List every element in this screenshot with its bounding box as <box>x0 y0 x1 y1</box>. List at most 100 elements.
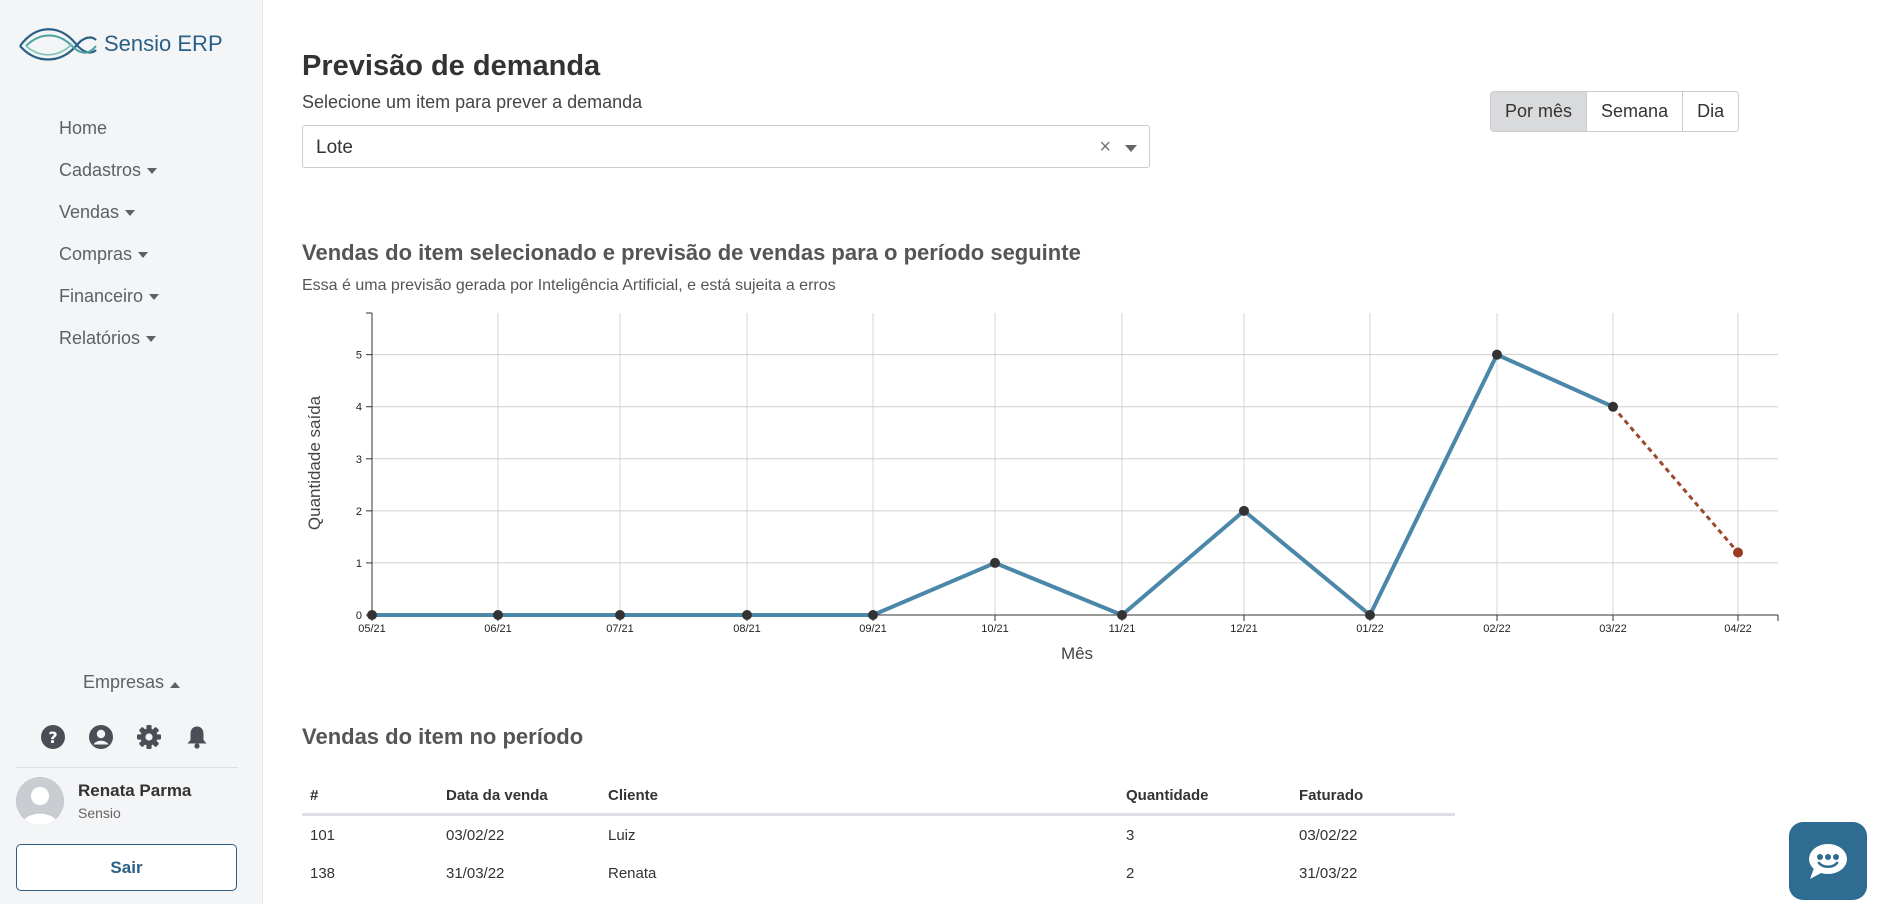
nav-item-label: Financeiro <box>59 286 144 306</box>
period-toggle: Por mês Semana Dia <box>1490 91 1740 132</box>
x-tick-label: 11/21 <box>1109 623 1136 635</box>
clear-icon[interactable]: × <box>1099 136 1111 158</box>
y-tick-label: 4 <box>356 402 362 414</box>
user-org: Sensio <box>78 805 121 821</box>
company-menu[interactable]: Empresas <box>0 672 263 693</box>
chat-bubble-icon <box>1809 844 1847 879</box>
chevron-down-icon[interactable] <box>1125 145 1137 152</box>
chart-grid <box>371 313 1778 616</box>
x-tick-label: 07/21 <box>606 623 634 635</box>
data-point <box>1117 610 1127 620</box>
nav-item-financeiro[interactable]: Financeiro <box>59 275 160 317</box>
y-tick-label: 0 <box>356 610 362 622</box>
chart-subtitle: Essa é uma previsão gerada por Inteligên… <box>302 277 836 294</box>
nav-item-label: Cadastros <box>59 160 142 180</box>
x-axis-label: Mês <box>1061 644 1093 663</box>
y-axis-label: Quantidade saída <box>305 395 324 530</box>
sales-table: # Data da venda Cliente Quantidade Fatur… <box>302 778 1455 892</box>
bell-icon[interactable] <box>184 724 210 750</box>
table-cell: 31/03/22 <box>1299 864 1358 882</box>
chat-button[interactable] <box>1789 822 1867 900</box>
demand-line-chart: 0 1 2 3 4 5 05/21 06/21 07/21 08/21 09/21 10/21 11/2… <box>305 312 1779 663</box>
sidebar: Sensio ERP Home Cadastros Vendas Compras… <box>0 0 263 904</box>
column-header[interactable]: Data da venda <box>446 787 548 804</box>
caret-down-icon <box>138 252 149 258</box>
svg-text:?: ? <box>48 728 57 747</box>
main-nav: Home Cadastros Vendas Compras Financeiro… <box>59 107 160 359</box>
table-title: Vendas do item no período <box>302 724 584 749</box>
table-row[interactable]: 101 03/02/22 Luiz 3 03/02/22 <box>302 816 1455 854</box>
data-point <box>1239 505 1249 516</box>
period-week-button[interactable]: Semana <box>1587 92 1684 131</box>
forecast-point <box>1733 547 1743 558</box>
nav-item-vendas[interactable]: Vendas <box>59 191 159 233</box>
table-cell: Renata <box>608 864 657 882</box>
gear-icon[interactable] <box>136 724 162 750</box>
x-tick-label: 10/21 <box>981 623 1009 635</box>
data-point <box>1608 401 1618 412</box>
x-tick-label: 03/22 <box>1599 623 1627 635</box>
sidebar-divider <box>16 767 238 768</box>
logout-button[interactable]: Sair <box>16 844 237 891</box>
page-title: Previsão de demanda <box>302 50 601 82</box>
y-tick-label: 5 <box>356 350 362 362</box>
x-tick-label: 12/21 <box>1230 623 1258 635</box>
table-cell: Luiz <box>608 826 636 844</box>
table-cell: 3 <box>1126 826 1135 844</box>
page-subtitle: Selecione um item para prever a demanda <box>302 92 643 112</box>
data-point <box>1365 610 1375 620</box>
nav-item-label: Compras <box>59 244 133 264</box>
help-icon[interactable]: ? <box>40 724 66 750</box>
data-point <box>868 610 878 620</box>
nav-item-home[interactable]: Home <box>59 107 159 149</box>
period-month-button[interactable]: Por mês <box>1491 92 1588 131</box>
table-cell: 31/03/22 <box>446 864 505 882</box>
nav-item-label: Home <box>59 118 108 138</box>
column-header[interactable]: Faturado <box>1299 787 1364 804</box>
x-tick-label: 09/21 <box>859 623 887 635</box>
company-menu-label: Empresas <box>82 672 165 692</box>
nav-item-relatorios[interactable]: Relatórios <box>59 317 159 359</box>
nav-item-label: Vendas <box>59 202 120 222</box>
avatar <box>16 777 64 825</box>
chart-lines <box>372 352 1740 617</box>
chart-title: Vendas do item selecionado e previsão de… <box>302 240 1081 265</box>
nav-item-compras[interactable]: Compras <box>59 233 159 275</box>
table-header: # Data da venda Cliente Quantidade Fatur… <box>302 778 1455 816</box>
y-tick-label: 2 <box>356 506 362 518</box>
column-header[interactable]: # <box>310 787 319 804</box>
table-cell: 03/02/22 <box>446 826 505 844</box>
sidebar-toolbar: ? <box>40 724 210 750</box>
caret-down-icon <box>147 168 158 174</box>
caret-up-icon <box>170 682 181 688</box>
app-logo[interactable]: Sensio ERP <box>18 20 223 68</box>
x-tick-label: 08/21 <box>733 623 761 635</box>
x-tick-label: 02/22 <box>1483 623 1511 635</box>
data-point <box>493 610 503 620</box>
wave-logo-icon <box>19 28 97 61</box>
column-header[interactable]: Cliente <box>608 787 659 804</box>
sales-line <box>372 352 1614 617</box>
column-header[interactable]: Quantidade <box>1126 787 1209 804</box>
table-cell: 138 <box>310 864 336 882</box>
caret-down-icon <box>146 336 157 342</box>
user-name: Renata Parma <box>78 781 192 800</box>
data-point <box>367 610 377 620</box>
x-tick-label: 06/21 <box>484 623 512 635</box>
nav-item-label: Relatórios <box>59 328 141 348</box>
caret-down-icon <box>149 294 160 300</box>
period-day-button[interactable]: Dia <box>1683 92 1739 131</box>
default-avatar-icon <box>16 777 64 825</box>
data-point <box>990 557 1000 568</box>
x-tick-label: 01/22 <box>1356 623 1384 635</box>
caret-down-icon <box>125 210 136 216</box>
item-select[interactable]: Lote × <box>302 125 1150 168</box>
item-select-value: Lote <box>316 137 353 158</box>
x-tick-label: 04/22 <box>1724 623 1752 635</box>
app-name: Sensio ERP <box>104 31 223 56</box>
nav-item-cadastros[interactable]: Cadastros <box>59 149 159 191</box>
user-card[interactable]: Renata Parma Sensio <box>16 777 191 825</box>
table-row[interactable]: 138 31/03/22 Renata 2 31/03/22 <box>302 854 1455 892</box>
table-cell: 03/02/22 <box>1299 826 1358 844</box>
user-circle-icon[interactable] <box>88 724 114 750</box>
